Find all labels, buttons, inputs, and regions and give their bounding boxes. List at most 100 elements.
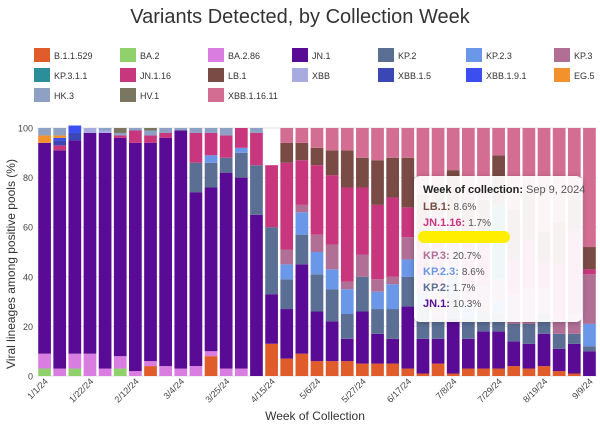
bar-segment-kp-3[interactable] [325,244,339,270]
legend-item-ba-2[interactable]: BA.2 [120,48,160,62]
bar-segment-b-1-1-529[interactable] [492,368,505,376]
bar-segment-jn-1[interactable] [189,192,203,367]
bar-segment-ba-2-86[interactable] [38,353,51,369]
bar-segment-jn-1-16[interactable] [144,135,157,143]
bar-segment-hk-3[interactable] [144,130,157,136]
bar-segment-kp-2-3[interactable] [583,323,596,347]
bar-segment-jn-1-16[interactable] [113,135,127,138]
bar-segment-xbb-1-16-11[interactable] [280,128,294,143]
bar-segment-jn-1-16[interactable] [280,162,294,250]
bar-segment-kp-2[interactable] [552,333,566,349]
bar-segment-ba-2-86[interactable] [174,368,188,376]
bar-segment-kp-2[interactable] [219,157,233,173]
bar-segment-jn-1-16[interactable] [204,132,218,156]
bar-segment-jn-1[interactable] [68,140,82,354]
bar-segment-jn-1-16[interactable] [219,135,233,158]
bar-segment-jn-1[interactable] [325,321,339,362]
bar-segment-kp-2-3[interactable] [386,284,400,310]
bar-segment-lb-1[interactable] [280,142,294,163]
bar-segment-kp-2[interactable] [401,276,415,307]
legend-item-kp-3[interactable]: KP.3 [554,48,592,62]
legend-item-hk-3[interactable]: HK.3 [34,88,74,102]
bar-segment-xbb[interactable] [83,128,97,133]
bar-segment-hk-3[interactable] [250,128,263,133]
bar-segment-xbb-1-16-11[interactable] [371,128,384,161]
bar-segment-ba-2-86[interactable] [219,368,233,376]
legend-item-xbb[interactable]: XBB [292,68,330,82]
bar-segment-b-1-1-529[interactable] [280,358,294,376]
bar-segment-hk-3[interactable] [159,128,172,133]
bar-segment-jn-1-16[interactable] [356,187,369,255]
bar-segment-jn-1-16[interactable] [129,130,142,143]
bar-segment-b-1-1-529[interactable] [310,361,324,376]
bar-segment-ba-2-86[interactable] [159,366,172,376]
bar-segment-xbb-1-16-11[interactable] [401,128,415,158]
bar-segment-xbb-1-5[interactable] [53,140,67,146]
bar-segment-lb-1[interactable] [340,150,354,188]
bar-segment-kp-3[interactable] [552,318,566,334]
bar-segment-jn-1[interactable] [416,338,430,374]
bar-segment-b-1-1-529[interactable] [567,373,581,376]
bar-segment-kp-2[interactable] [189,162,203,193]
bar-segment-jn-1-16[interactable] [159,132,172,138]
bar-segment-b-1-1-529[interactable] [446,373,460,376]
bar-segment-b-1-1-529[interactable] [522,368,536,376]
bar-segment-jn-1-16[interactable] [583,269,596,275]
bar-segment-xbb-1-9-1[interactable] [53,137,67,141]
bar-segment-jn-1[interactable] [174,130,188,369]
bar-segment-jn-1[interactable] [492,331,505,369]
bar-segment-jn-1[interactable] [507,341,521,367]
bar-segment-jn-1[interactable] [204,187,218,352]
bar-segment-jn-1[interactable] [386,338,400,364]
bar-segment-b-1-1-529[interactable] [325,361,339,376]
bar-segment-jn-1[interactable] [522,343,536,369]
bar-segment-jn-1[interactable] [250,214,263,376]
bar-segment-ba-2-86[interactable] [83,353,97,376]
legend-item-xbb-1-9-1[interactable]: XBB.1.9.1 [466,68,527,82]
bar-segment-kp-2[interactable] [325,289,339,322]
bar-segment-ba-2-86[interactable] [98,368,112,376]
bar-segment-kp-2[interactable] [386,309,400,339]
legend-item-kp-2[interactable]: KP.2 [378,48,416,62]
bar-segment-kp-2-3[interactable] [295,212,309,235]
bar-segment-kp-3[interactable] [295,204,309,213]
legend-item-b-1-1-529[interactable]: B.1.1.529 [34,48,93,62]
bar-segment-ba-2-86[interactable] [144,361,157,367]
bar-segment-b-1-1-529[interactable] [461,368,475,376]
bar-segment-kp-2[interactable] [461,318,475,339]
bar-segment-kp-3[interactable] [340,281,354,290]
bar-segment-ba-2-86[interactable] [234,368,248,376]
bar-segment-xbb-1-16-11[interactable] [522,128,536,190]
bar-segment-kp-2[interactable] [310,274,324,312]
bar-segment-xbb-1-16-11[interactable] [325,128,339,151]
bar-segment-jn-1-16[interactable] [189,132,203,163]
bar-segment-kp-2[interactable] [295,234,309,265]
bar-segment-jn-1-16[interactable] [310,165,324,235]
bar-segment-hk-3[interactable] [38,128,51,136]
bar-segment-jn-1[interactable] [340,338,354,362]
bar-segment-ba-2-86[interactable] [204,351,218,357]
bar-segment-b-1-1-529[interactable] [340,361,354,376]
legend-item-xbb-1-16-11[interactable]: XBB.1.16.11 [208,88,278,102]
bar-segment-ba-2-86[interactable] [68,353,82,369]
bar-segment-lb-1[interactable] [295,142,309,161]
bar-segment-b-1-1-529[interactable] [356,363,369,376]
bar-segment-kp-2[interactable] [567,333,581,344]
bar-segment-lb-1[interactable] [310,147,324,166]
bar-segment-jn-1[interactable] [265,294,278,344]
bar-segment-jn-1[interactable] [446,318,460,374]
bar-segment-xbb-1-16-11[interactable] [386,128,400,158]
bar-segment-eg-5[interactable] [38,135,51,143]
bar-segment-xbb-1-16-11[interactable] [310,128,324,148]
legend-item-ba-2-86[interactable]: BA.2.86 [208,48,260,62]
bar-segment-kp-3[interactable] [401,237,415,260]
bar-segment-jn-1-16[interactable] [401,207,415,238]
legend-item-xbb-1-5[interactable]: XBB.1.5 [378,68,431,82]
bar-segment-kp-3[interactable] [310,234,324,252]
bar-segment-b-1-1-529[interactable] [416,373,430,376]
legend-item-jn-1[interactable]: JN.1 [292,48,331,62]
bar-segment-kp-3[interactable] [280,249,294,265]
bar-segment-jn-1[interactable] [401,306,415,369]
bar-segment-jn-1[interactable] [234,177,248,369]
bar-segment-ba-2[interactable] [68,368,82,376]
